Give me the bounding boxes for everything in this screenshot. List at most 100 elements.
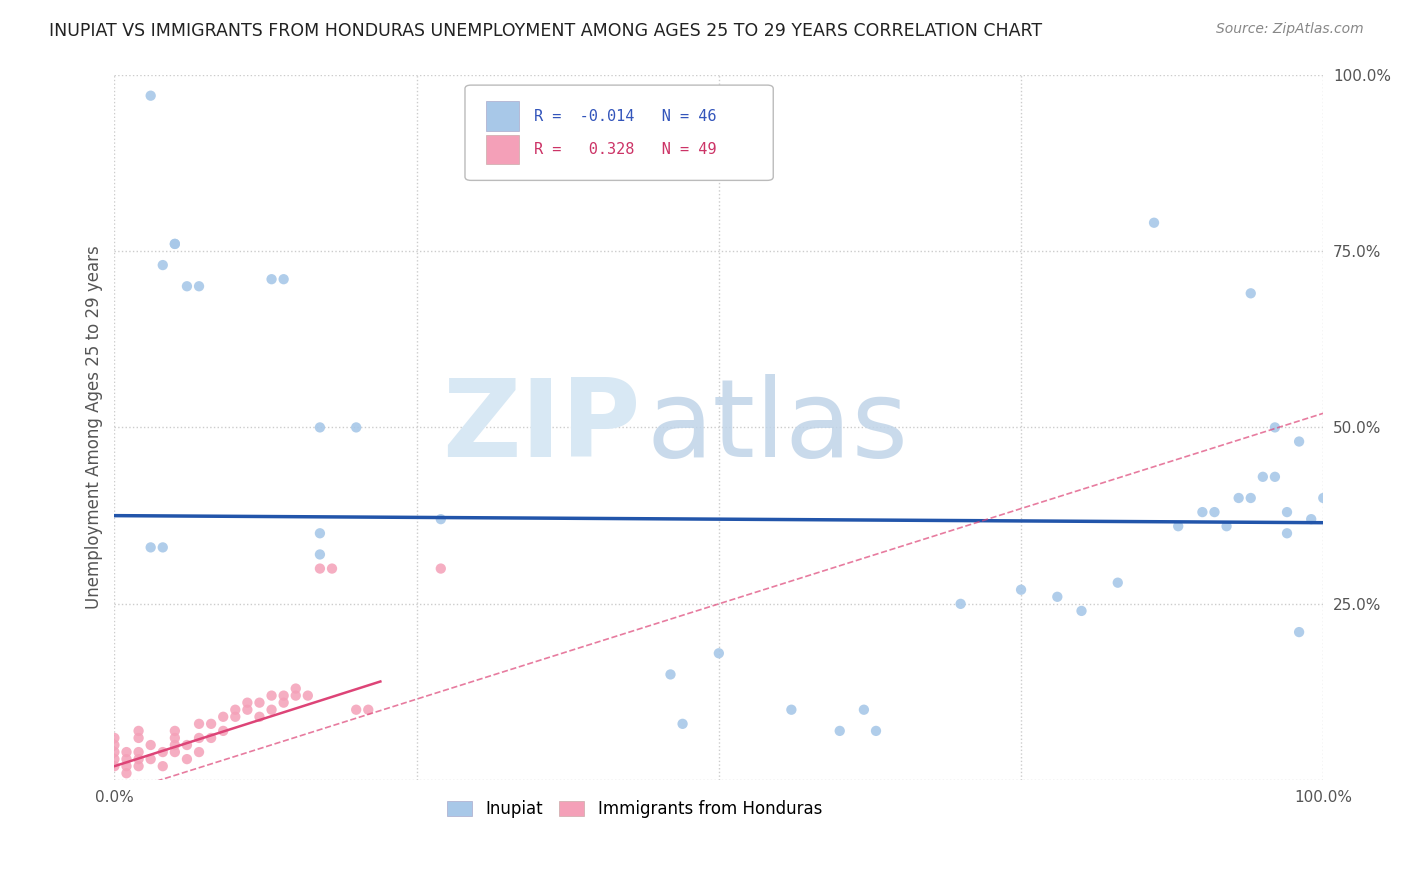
Text: R =   0.328   N = 49: R = 0.328 N = 49 [534, 142, 717, 157]
Point [176, 752, 198, 766]
Point [103, 745, 125, 759]
Point [321, 561, 343, 575]
Point [671, 716, 693, 731]
FancyBboxPatch shape [465, 85, 773, 180]
Point [236, 703, 259, 717]
Point [1301, 512, 1323, 526]
Point [128, 731, 150, 745]
Point [1227, 491, 1250, 505]
Point [309, 548, 332, 562]
Point [707, 646, 730, 660]
Point [852, 703, 875, 717]
Point [949, 597, 972, 611]
Point [200, 716, 222, 731]
Point [1070, 604, 1092, 618]
Point [188, 731, 211, 745]
Point [128, 759, 150, 773]
Point [1010, 582, 1032, 597]
Point [128, 745, 150, 759]
Point [430, 561, 453, 575]
Point [273, 689, 295, 703]
Point [297, 689, 319, 703]
Text: INUPIAT VS IMMIGRANTS FROM HONDURAS UNEMPLOYMENT AMONG AGES 25 TO 29 YEARS CORRE: INUPIAT VS IMMIGRANTS FROM HONDURAS UNEM… [49, 22, 1042, 40]
Point [1264, 470, 1286, 484]
Point [188, 279, 211, 293]
Point [1046, 590, 1069, 604]
Point [344, 420, 367, 434]
Point [128, 752, 150, 766]
Point [1167, 519, 1189, 533]
Point [1288, 434, 1310, 449]
Point [273, 696, 295, 710]
Point [780, 703, 803, 717]
Point [1240, 286, 1263, 301]
Point [163, 723, 186, 738]
Point [224, 710, 246, 724]
Point [249, 696, 271, 710]
Point [357, 703, 380, 717]
Point [249, 710, 271, 724]
Point [176, 279, 198, 293]
FancyBboxPatch shape [485, 102, 519, 131]
Point [139, 88, 162, 103]
Point [163, 236, 186, 251]
Point [152, 759, 174, 773]
Point [236, 696, 259, 710]
Y-axis label: Unemployment Among Ages 25 to 29 years: Unemployment Among Ages 25 to 29 years [86, 245, 103, 609]
Point [163, 236, 186, 251]
Point [188, 745, 211, 759]
Point [200, 731, 222, 745]
Point [1240, 491, 1263, 505]
Point [115, 752, 138, 766]
Point [163, 738, 186, 752]
Point [152, 258, 174, 272]
Point [128, 723, 150, 738]
Text: ZIP: ZIP [441, 375, 640, 481]
Text: R =  -0.014   N = 46: R = -0.014 N = 46 [534, 109, 717, 124]
Point [309, 526, 332, 541]
Point [284, 681, 307, 696]
Point [659, 667, 682, 681]
Point [115, 745, 138, 759]
FancyBboxPatch shape [485, 135, 519, 164]
Point [163, 745, 186, 759]
Point [273, 272, 295, 286]
Point [115, 766, 138, 780]
Point [1215, 519, 1237, 533]
Point [828, 723, 851, 738]
Point [260, 689, 283, 703]
Point [309, 420, 332, 434]
Point [1275, 526, 1298, 541]
Point [103, 752, 125, 766]
Point [1143, 216, 1166, 230]
Point [152, 745, 174, 759]
Point [139, 752, 162, 766]
Point [430, 512, 453, 526]
Legend: Inupiat, Immigrants from Honduras: Inupiat, Immigrants from Honduras [440, 794, 828, 825]
Point [1288, 625, 1310, 640]
Point [1204, 505, 1226, 519]
Point [284, 689, 307, 703]
Point [309, 561, 332, 575]
Point [1264, 420, 1286, 434]
Point [212, 710, 235, 724]
Point [115, 759, 138, 773]
Point [1275, 505, 1298, 519]
Point [260, 703, 283, 717]
Point [103, 759, 125, 773]
Point [139, 738, 162, 752]
Text: Source: ZipAtlas.com: Source: ZipAtlas.com [1216, 22, 1364, 37]
Point [212, 723, 235, 738]
Point [188, 716, 211, 731]
Point [1191, 505, 1213, 519]
Point [344, 703, 367, 717]
Point [176, 738, 198, 752]
Point [152, 541, 174, 555]
Point [103, 738, 125, 752]
Point [139, 541, 162, 555]
Point [163, 731, 186, 745]
Point [865, 723, 887, 738]
Point [103, 731, 125, 745]
Point [1312, 491, 1334, 505]
Point [260, 272, 283, 286]
